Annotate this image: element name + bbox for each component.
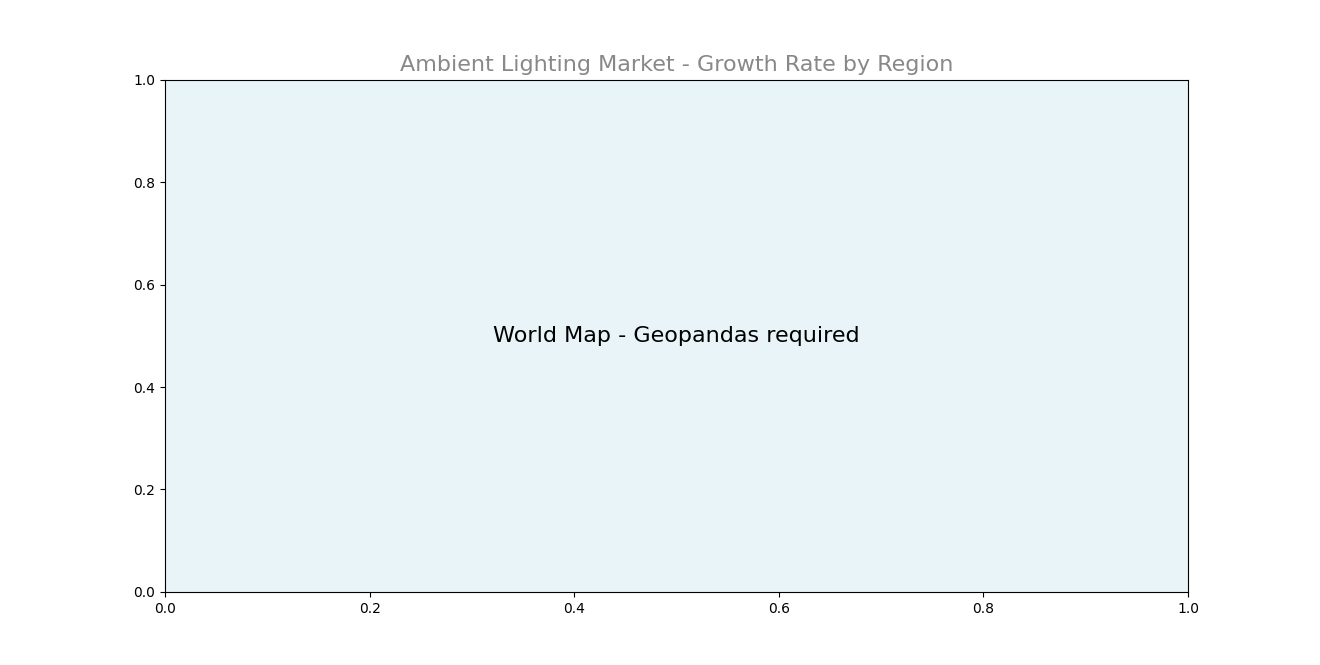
Title: Ambient Lighting Market - Growth Rate by Region: Ambient Lighting Market - Growth Rate by… bbox=[400, 55, 953, 75]
Text: World Map - Geopandas required: World Map - Geopandas required bbox=[494, 326, 859, 346]
